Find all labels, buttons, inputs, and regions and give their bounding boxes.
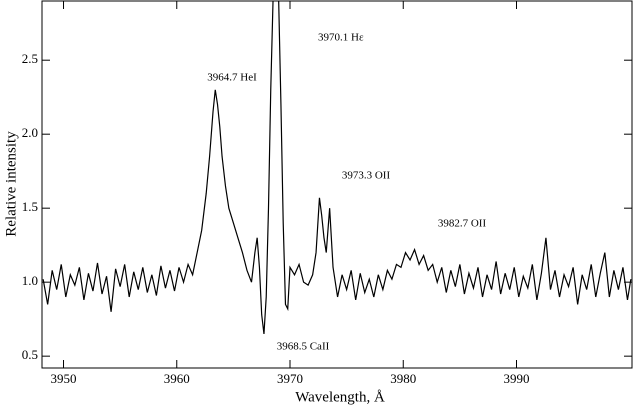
y-axis-label: Relative intensity bbox=[3, 131, 19, 237]
x-tick-label: 3970 bbox=[277, 371, 303, 386]
annotation: 3970.1 Hε bbox=[318, 32, 364, 44]
x-tick-label: 3990 bbox=[503, 371, 529, 386]
plot-frame bbox=[41, 0, 633, 369]
annotation: 3982.7 OII bbox=[438, 218, 487, 230]
y-tick-label: 2.0 bbox=[22, 125, 38, 140]
annotation: 3973.3 OII bbox=[342, 170, 391, 182]
y-tick-label: 1.0 bbox=[22, 273, 38, 288]
spectrum-line bbox=[42, 1, 632, 335]
x-tick-label: 3980 bbox=[390, 371, 416, 386]
annotation: 3964.7 HeI bbox=[207, 72, 257, 84]
x-tick-label: 3960 bbox=[164, 371, 190, 386]
y-tick-label: 1.5 bbox=[22, 199, 38, 214]
x-tick-label: 3950 bbox=[51, 371, 77, 386]
annotation: 3968.5 CaII bbox=[277, 341, 330, 353]
y-tick-label: 0.5 bbox=[22, 347, 38, 362]
x-axis-label: Wavelength, Å bbox=[295, 389, 385, 405]
y-tick-label: 2.5 bbox=[22, 51, 38, 66]
